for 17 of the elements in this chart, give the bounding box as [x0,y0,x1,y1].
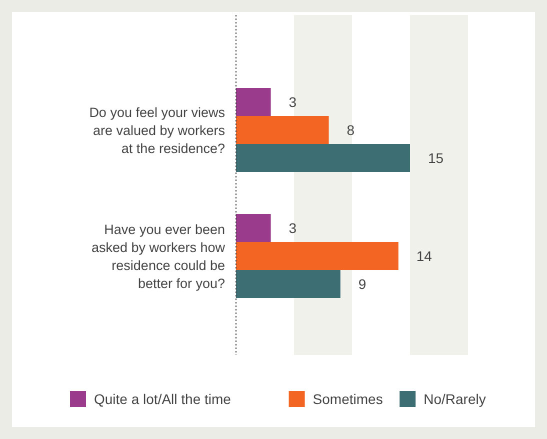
bar [236,270,340,298]
bar [236,116,329,144]
bar [236,144,410,172]
data-label: 15 [428,150,444,166]
y-tick-label: Have you ever been asked by workers how residence could be better for you? [91,222,226,291]
y-tick-label: Do you feel your views are valued by workers at the residence? [89,105,226,156]
bar [236,214,271,242]
bar [236,242,398,270]
data-label: 9 [358,276,366,292]
data-label: 14 [416,248,432,264]
legend-label: No/Rarely [424,391,486,407]
legend-label: Quite a lot/All the time [94,391,232,407]
legend-label: Sometimes [312,391,383,407]
bar [236,88,271,116]
data-label: 3 [288,220,297,236]
data-label: 3 [288,94,297,110]
data-label: 8 [346,122,355,138]
